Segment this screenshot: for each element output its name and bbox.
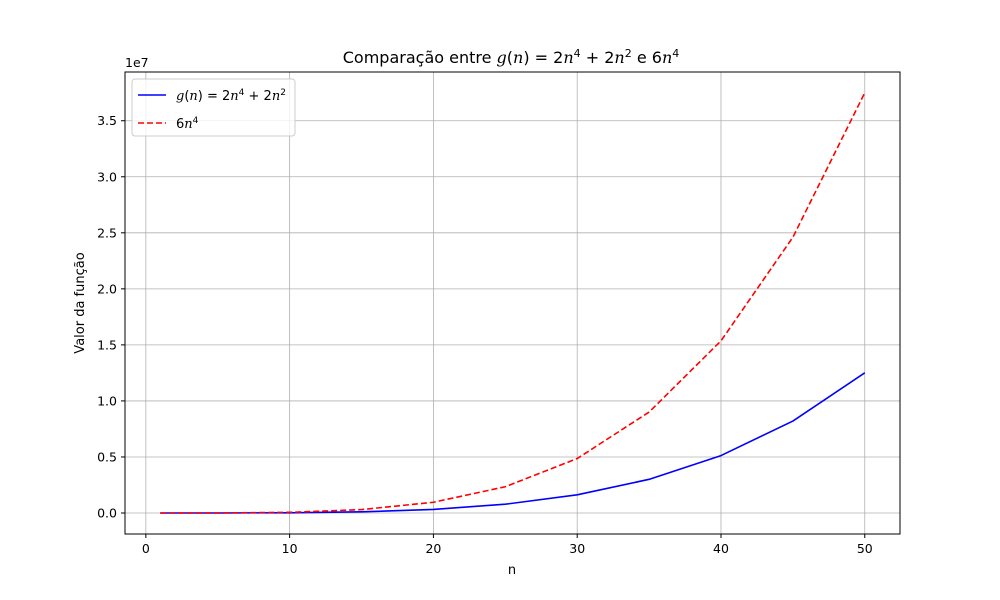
ticks: 0 10 20 30 40 50 0.0 0.5 1.0 1.5 2.0 2.5 3.0 3.5 xyxy=(97,113,873,556)
series-layer xyxy=(160,92,866,514)
y-offset-text: 1e7 xyxy=(125,55,149,70)
series-line-6n4 xyxy=(160,92,866,514)
legend-box xyxy=(131,78,296,137)
y-tick-label: 2.0 xyxy=(97,281,117,296)
y-tick-label: 3.5 xyxy=(97,113,117,128)
y-tick-label: 1.5 xyxy=(97,337,117,352)
chart-title: Comparação entre g(n) = 2n4 + 2n2 e 6n4 xyxy=(343,47,680,67)
plot-frame xyxy=(124,71,901,535)
y-tick-label: 0.0 xyxy=(97,506,117,521)
x-tick-label: 10 xyxy=(282,541,298,556)
x-tick-label: 40 xyxy=(713,541,729,556)
legend-label-g: g(n) = 2n4 + 2n2 xyxy=(176,88,286,104)
series-line-g xyxy=(160,372,866,514)
y-tick-label: 2.5 xyxy=(97,225,117,240)
legend: g(n) = 2n4 + 2n2 6n4 xyxy=(131,78,296,137)
grid xyxy=(125,72,900,534)
x-tick-label: 30 xyxy=(569,541,585,556)
legend-label-6n4: 6n4 xyxy=(176,116,199,132)
y-axis-label: Valor da função xyxy=(73,252,88,353)
x-tick-label: 50 xyxy=(857,541,873,556)
y-tick-label: 1.0 xyxy=(97,393,117,408)
x-tick-label: 0 xyxy=(142,541,150,556)
x-axis-label: n xyxy=(508,563,516,578)
y-tick-label: 0.5 xyxy=(97,449,117,464)
y-tick-label: 3.0 xyxy=(97,169,117,184)
x-tick-label: 20 xyxy=(425,541,441,556)
